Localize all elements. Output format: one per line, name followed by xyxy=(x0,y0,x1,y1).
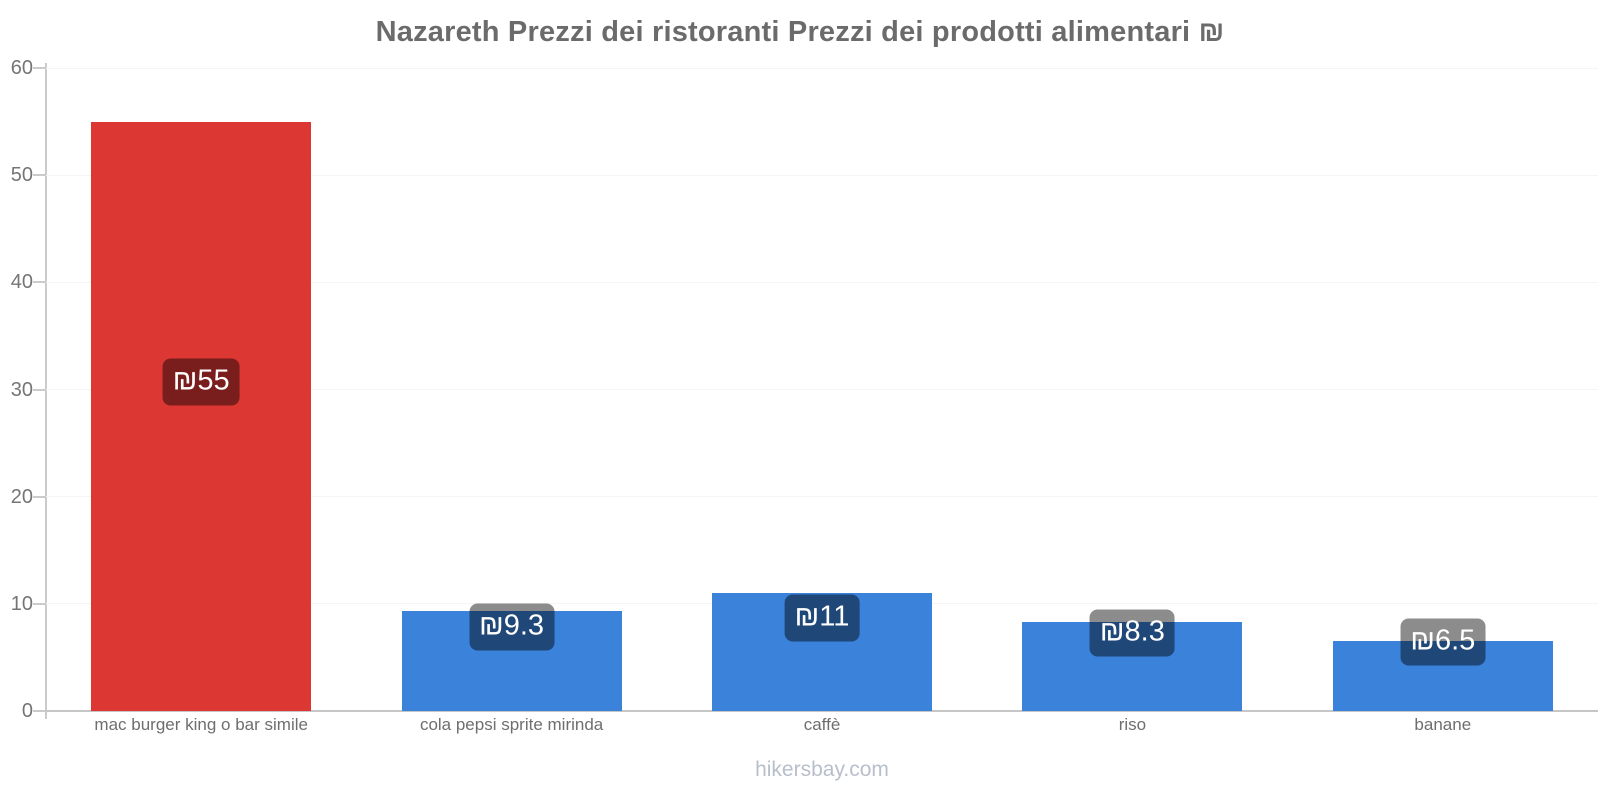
bar-0[interactable] xyxy=(91,121,312,711)
x-axis-label-1: cola pepsi sprite mirinda xyxy=(419,715,604,734)
y-axis-tick-label-10: 10 xyxy=(10,592,33,615)
gridline-50 xyxy=(46,174,1598,176)
y-axis-tick-label-40: 40 xyxy=(10,271,33,294)
x-axis-label-2: caffè xyxy=(803,715,841,734)
gridline-60 xyxy=(46,67,1598,69)
bar-1[interactable] xyxy=(401,611,622,711)
y-tick-mark-40 xyxy=(33,281,46,284)
y-axis-tick-label-50: 50 xyxy=(10,164,33,187)
y-axis-tick-label-0: 0 xyxy=(21,700,33,722)
bar-3[interactable] xyxy=(1022,622,1243,711)
x-axis-label-4: banane xyxy=(1414,715,1472,734)
y-tick-mark-50 xyxy=(33,174,46,177)
x-axis-label-3: riso xyxy=(1118,715,1147,734)
value-badge-0: ₪55 xyxy=(162,358,240,406)
value-badge-2: ₪11 xyxy=(784,594,860,642)
value-badge-4: ₪6.5 xyxy=(1400,618,1486,666)
y-axis-tick-label-60: 60 xyxy=(10,57,33,79)
y-tick-mark-30 xyxy=(33,388,46,391)
bar-2[interactable] xyxy=(712,593,932,711)
y-tick-mark-60 xyxy=(33,67,46,69)
gridline-20 xyxy=(46,496,1598,498)
gridline-40 xyxy=(46,281,1598,283)
y-axis-line xyxy=(45,63,47,719)
y-tick-mark-10 xyxy=(33,602,46,605)
hikersbay-link[interactable]: hikersbay.com xyxy=(755,758,889,781)
value-badge-1: ₪9.3 xyxy=(469,603,555,651)
y-tick-mark-20 xyxy=(33,495,46,498)
bar-4[interactable] xyxy=(1332,641,1553,711)
chart-title: Nazareth Prezzi dei ristoranti Prezzi de… xyxy=(375,16,1225,48)
x-axis-line xyxy=(33,710,1598,712)
gridline-30 xyxy=(46,389,1598,390)
y-tick-mark-0 xyxy=(33,710,46,712)
y-axis-tick-label-30: 30 xyxy=(10,378,33,401)
x-axis-label-0: mac burger king o bar simile xyxy=(94,715,308,734)
y-axis-tick-label-20: 20 xyxy=(10,485,33,508)
value-badge-3: ₪8.3 xyxy=(1089,609,1175,657)
